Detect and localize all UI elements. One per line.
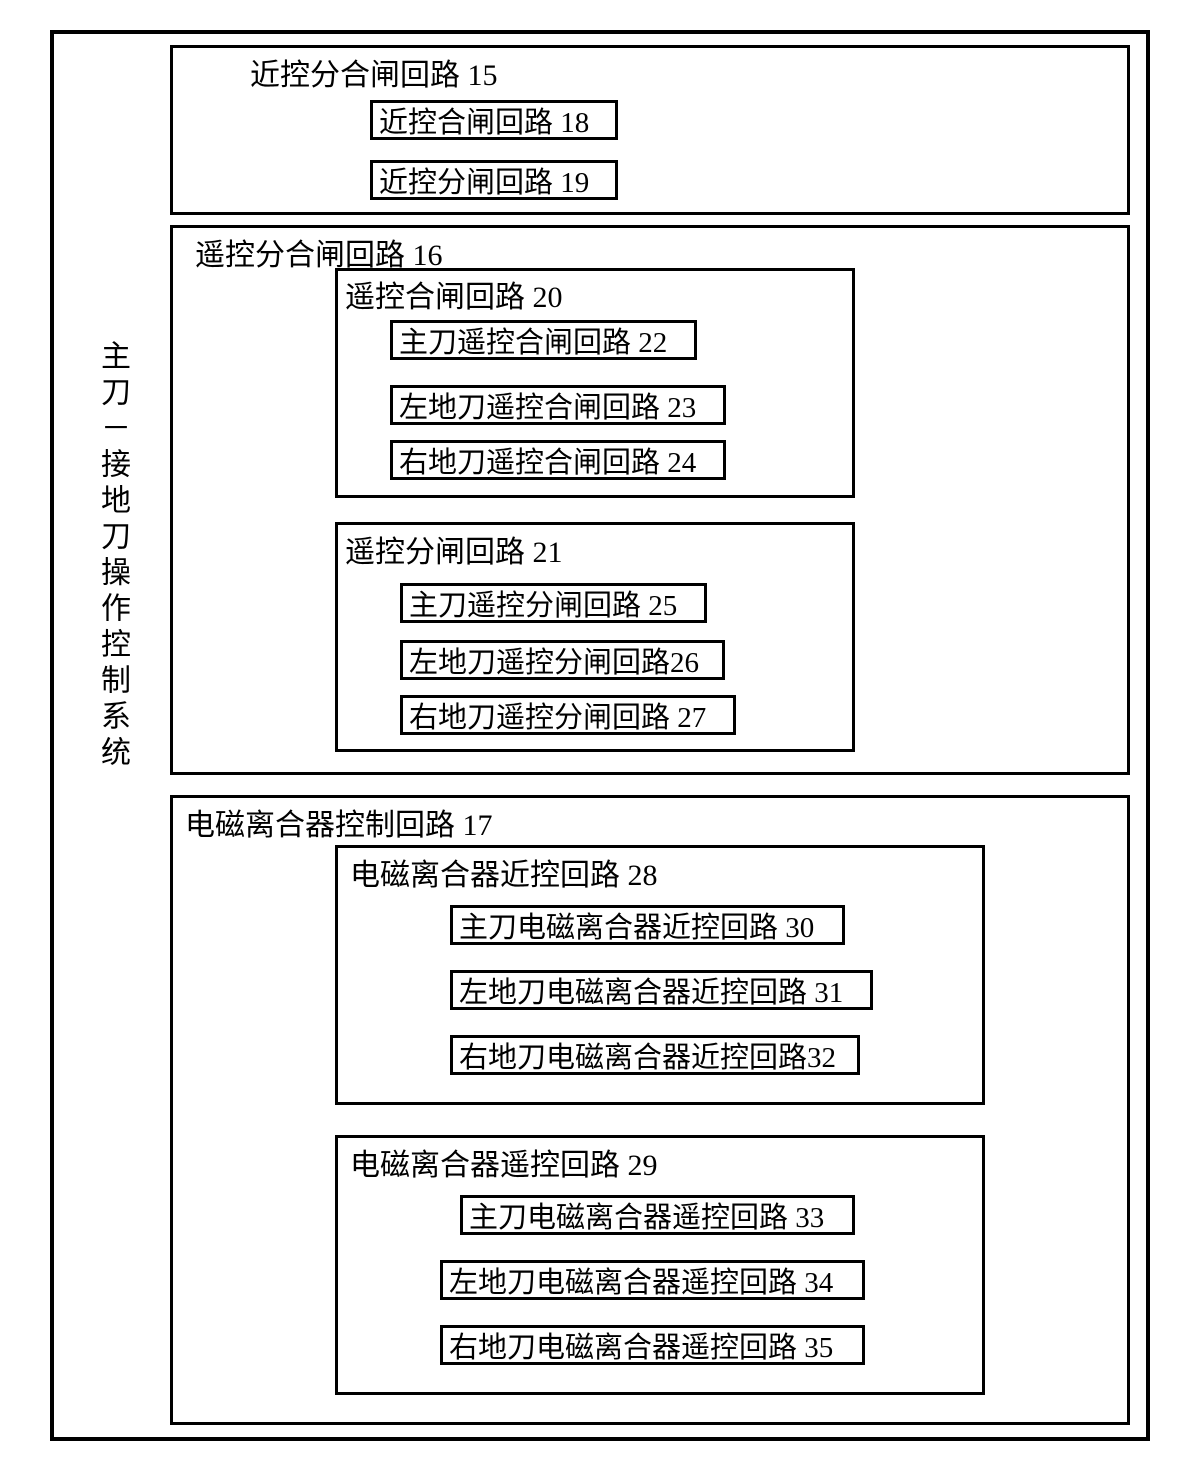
- section1-box-1: 近控分闸回路 19: [370, 160, 618, 200]
- section2-sub1-box-2: 右地刀遥控合闸回路 24: [390, 440, 726, 480]
- section3-sub1-box-0: 主刀电磁离合器近控回路 30: [450, 905, 845, 945]
- section2-sub1-title: 遥控合闸回路 20: [345, 272, 563, 316]
- section3-sub1-box-2: 右地刀电磁离合器近控回路32: [450, 1035, 860, 1075]
- section2-sub1-box-0: 主刀遥控合闸回路 22: [390, 320, 697, 360]
- section3-sub1-box-1: 左地刀电磁离合器近控回路 31: [450, 970, 873, 1010]
- section3-sub1-title: 电磁离合器近控回路 28: [350, 850, 658, 894]
- section3-sub2-title: 电磁离合器遥控回路 29: [350, 1140, 658, 1184]
- section2-sub2-box-2: 右地刀遥控分闸回路 27: [400, 695, 736, 735]
- section1-box-0: 近控合闸回路 18: [370, 100, 618, 140]
- section3-title: 电磁离合器控制回路 17: [185, 800, 493, 844]
- section2-sub1-box-1: 左地刀遥控合闸回路 23: [390, 385, 726, 425]
- section3-sub2-box-0: 主刀电磁离合器遥控回路 33: [460, 1195, 855, 1235]
- section1-title: 近控分合闸回路 15: [250, 50, 498, 94]
- section2-sub2-box-0: 主刀遥控分闸回路 25: [400, 583, 707, 623]
- section2-sub2-box-1: 左地刀遥控分闸回路26: [400, 640, 725, 680]
- diagram-root: 主刀－接地刀操作控制系统 近控分合闸回路 15 近控合闸回路 18 近控分闸回路 19…: [0, 0, 1200, 1471]
- section3-sub2-box-2: 右地刀电磁离合器遥控回路 35: [440, 1325, 865, 1365]
- system-title: 主刀－接地刀操作控制系统: [90, 340, 134, 772]
- section2-sub2-title: 遥控分闸回路 21: [345, 527, 563, 571]
- section3-sub2-box-1: 左地刀电磁离合器遥控回路 34: [440, 1260, 865, 1300]
